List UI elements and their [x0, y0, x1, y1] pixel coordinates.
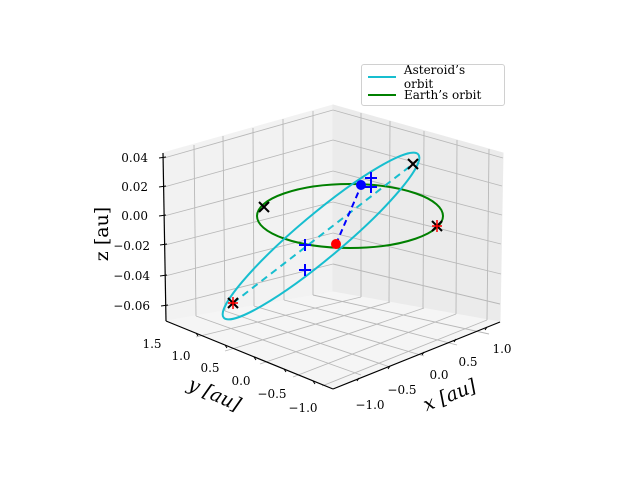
legend-label: Asteroid’s orbit — [403, 63, 466, 91]
x-mark-icon — [258, 201, 270, 213]
x-tick-labels: −1.0 −0.5 0.0 0.5 1.0 — [355, 342, 511, 412]
earth-asteroid-link — [335, 185, 362, 245]
legend-item-earth: Earth’s orbit — [368, 86, 498, 104]
axis-lines — [162, 152, 501, 390]
red-star-markers — [228, 220, 442, 309]
plus-markers — [299, 172, 377, 276]
z-tick-label: −0.04 — [113, 269, 150, 283]
pane-yz-left — [162, 104, 334, 322]
y-tick-label: 0.5 — [200, 361, 219, 375]
pane-xz-right — [332, 104, 504, 323]
x-tick-label: −1.0 — [355, 398, 384, 412]
grid-lines — [163, 109, 504, 387]
z-tick-label: 0.00 — [121, 209, 148, 223]
earth-orbit — [256, 183, 444, 249]
plus-icon — [365, 181, 377, 193]
legend-label: Earth’s orbit — [404, 88, 482, 102]
earth-position-dot — [331, 239, 341, 249]
z-axis-line — [162, 152, 167, 322]
z-tick-labels: 0.04 0.02 0.00 −0.02 −0.04 −0.06 — [113, 151, 150, 313]
z-tick-label: 0.04 — [121, 151, 148, 165]
z-tick-label: −0.06 — [113, 299, 150, 313]
star-icon — [432, 220, 442, 232]
legend-item-asteroid: Asteroid’s orbit — [368, 63, 498, 91]
y-tick-label: −1.0 — [288, 401, 317, 415]
earth-swatch-icon — [368, 94, 396, 96]
tick-marks — [158, 156, 488, 385]
asteroid-orbit — [221, 151, 421, 321]
x-mark-icon — [407, 158, 419, 170]
x-tick-label: 0.5 — [458, 355, 477, 369]
y-tick-label: 1.0 — [171, 349, 190, 363]
asteroid-swatch-icon — [368, 76, 396, 78]
axes-panes — [162, 104, 504, 390]
plus-icon — [299, 239, 311, 251]
x-axis-line — [332, 321, 501, 390]
asteroid-position-dot — [356, 180, 366, 190]
y-tick-labels: 1.5 1.0 0.5 0.0 −0.5 −1.0 — [142, 337, 317, 415]
x-tick-label: 1.0 — [492, 342, 511, 356]
x-tick-label: −0.5 — [387, 383, 416, 397]
y-tick-label: 0.0 — [231, 374, 250, 388]
z-tick-label: 0.02 — [121, 180, 148, 194]
y-tick-label: −0.5 — [257, 387, 286, 401]
apsides-line — [232, 163, 414, 304]
y-tick-label: 1.5 — [142, 337, 161, 351]
legend: Asteroid’s orbit Earth’s orbit — [361, 63, 505, 106]
z-tick-label: −0.02 — [113, 239, 150, 253]
y-axis-line — [165, 320, 334, 390]
z-axis-label: z [au] — [91, 207, 113, 261]
plus-icon — [299, 264, 311, 276]
x-tick-label: 0.0 — [429, 368, 448, 382]
star-icon — [228, 297, 238, 309]
